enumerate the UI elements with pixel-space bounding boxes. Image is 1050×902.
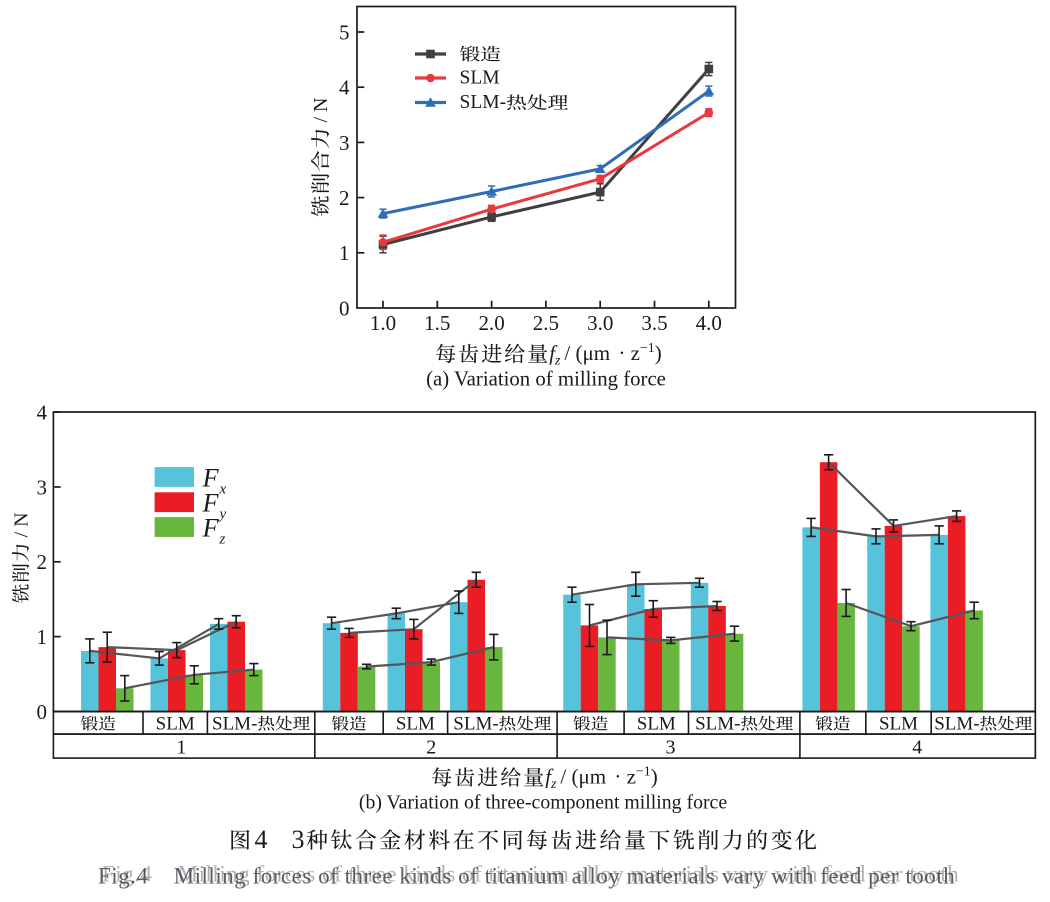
svg-text:3: 3 [37, 475, 48, 499]
svg-text:2: 2 [426, 737, 436, 759]
svg-text:1.5: 1.5 [424, 311, 450, 335]
svg-text:): ) [655, 341, 662, 365]
svg-text:4: 4 [912, 737, 922, 759]
svg-text:SLM: SLM [156, 713, 195, 734]
svg-text:·: · [609, 765, 627, 789]
svg-text:5: 5 [339, 20, 350, 44]
svg-text:(a) Variation of milling force: (a) Variation of milling force [426, 368, 666, 391]
svg-text:SLM-: SLM- [460, 92, 507, 113]
svg-text:/ (μm: / (μm [560, 765, 606, 789]
svg-text:1: 1 [37, 625, 48, 649]
svg-text:3.0: 3.0 [587, 311, 613, 335]
svg-text:1: 1 [176, 737, 186, 759]
svg-text:4.0: 4.0 [696, 311, 722, 335]
svg-text:/ (μm: / (μm [564, 341, 610, 365]
svg-text:SLM: SLM [879, 713, 918, 734]
svg-text:F: F [202, 463, 220, 492]
svg-text:f: f [549, 341, 558, 365]
svg-text:Fig.4 Milling forces of thr: Fig.4 Milling forces of three kinds of t… [102, 862, 959, 887]
svg-text:2.0: 2.0 [478, 311, 504, 335]
svg-text:/ N: / N [10, 512, 32, 542]
svg-text:/ N: / N [310, 98, 332, 128]
svg-text:f: f [545, 765, 554, 789]
svg-text:3.5: 3.5 [641, 311, 667, 335]
svg-text:F: F [202, 489, 220, 518]
svg-text:4: 4 [339, 76, 350, 100]
svg-text:z: z [554, 354, 561, 369]
svg-text:2.5: 2.5 [533, 311, 559, 335]
svg-text:0: 0 [339, 296, 350, 320]
svg-text:1.0: 1.0 [370, 311, 396, 335]
svg-text:−1: −1 [640, 341, 655, 356]
svg-text:(b) Variation of three-compone: (b) Variation of three-component milling… [359, 792, 727, 814]
svg-text:3: 3 [666, 737, 676, 759]
svg-text:z: z [219, 531, 226, 547]
svg-text:3: 3 [339, 131, 350, 155]
svg-text:4: 4 [37, 401, 48, 425]
svg-text:·: · [613, 341, 631, 365]
svg-text:SLM: SLM [637, 713, 676, 734]
svg-text:−1: −1 [636, 765, 651, 780]
svg-text:SLM-: SLM- [212, 713, 257, 734]
svg-text:SLM: SLM [396, 713, 435, 734]
svg-text:): ) [651, 765, 658, 789]
svg-text:F: F [202, 513, 220, 542]
svg-text:z: z [631, 341, 640, 365]
svg-text:1: 1 [339, 241, 350, 265]
svg-text:3: 3 [292, 825, 305, 854]
svg-text:2: 2 [37, 550, 48, 574]
svg-text:4: 4 [255, 825, 268, 854]
svg-text:Fig.4 Milling forces of thr: Fig.4 Milling forces of three kinds of t… [98, 864, 955, 889]
svg-text:y: y [218, 507, 227, 523]
svg-text:2: 2 [339, 186, 350, 210]
svg-text:z: z [550, 777, 557, 792]
svg-text:SLM-: SLM- [453, 713, 498, 734]
svg-text:z: z [627, 765, 636, 789]
svg-text:SLM-: SLM- [934, 713, 979, 734]
svg-text:SLM: SLM [460, 68, 500, 89]
svg-text:x: x [219, 481, 227, 497]
svg-text:SLM-: SLM- [695, 713, 740, 734]
svg-text:0: 0 [37, 700, 48, 724]
